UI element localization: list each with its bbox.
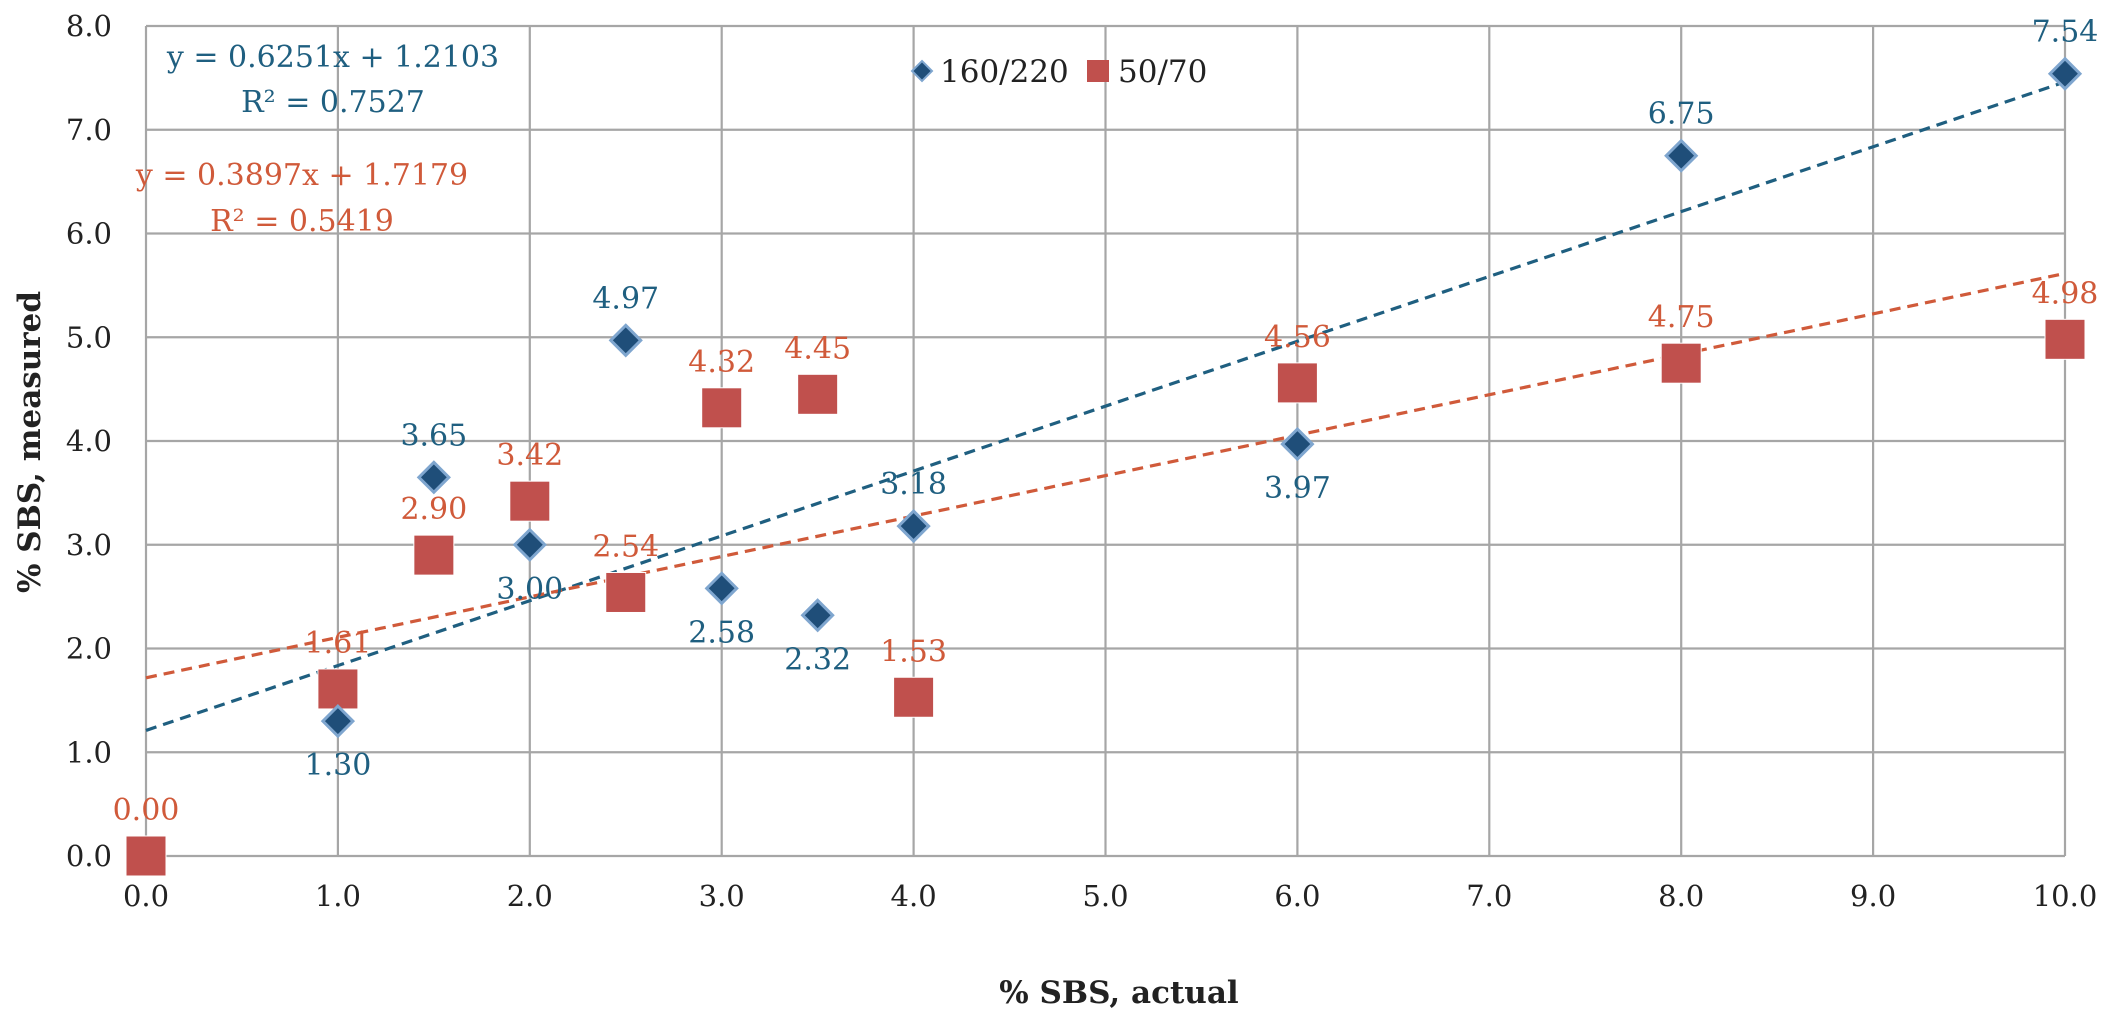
legend-label-160-220: 160/220 [940,54,1069,90]
x-tick-label: 8.0 [1658,879,1704,913]
marker-160-220 [320,704,356,739]
trendline-equations: y = 0.6251x + 1.2103 R² = 0.7527 y = 0.3… [135,40,499,239]
y-tick-label: 5.0 [66,320,112,354]
marker-50-70 [1276,362,1318,404]
marker-50-70 [2044,318,2086,360]
x-tick-label: 2.0 [507,879,553,913]
legend-marker-50-70 [1087,60,1109,82]
x-tick-label: 5.0 [1082,879,1128,913]
marker-50-70 [509,480,551,522]
data-label-50-70: 2.54 [592,529,659,564]
data-label-160-220: 2.58 [688,615,755,650]
trendline-50-70-r2: R² = 0.5419 [210,204,394,239]
marker-160-220 [800,598,835,633]
x-tick-label: 1.0 [315,879,361,913]
data-label-50-70: 0.00 [113,793,180,828]
y-tick-label: 2.0 [66,632,112,666]
marker-50-70 [413,534,455,576]
y-tick-label: 6.0 [66,217,112,251]
marker-160-220 [608,323,643,358]
marker-50-70 [893,676,935,718]
trendline-50-70-equation: y = 0.3897x + 1.7179 [135,158,468,193]
marker-160-220 [704,571,739,606]
x-tick-label: 4.0 [891,879,937,913]
data-labels: 1.30 3.65 3.00 4.97 2.58 2.32 3.18 3.97 6.75 7.54… [113,15,2099,828]
data-label-50-70: 4.75 [1648,300,1715,335]
data-label-50-70: 4.32 [688,345,755,380]
x-tick-label: 9.0 [1850,879,1896,913]
trendline-160-220-equation: y = 0.6251x + 1.2103 [166,40,499,75]
data-label-160-220: 7.54 [2032,15,2099,50]
marker-50-70 [797,373,839,415]
marker-160-220 [416,460,451,495]
legend-marker-160-220 [910,59,934,83]
y-axis-title: % SBS, measured [12,291,48,593]
marker-160-220 [1280,426,1315,462]
y-tick-label: 7.0 [66,113,112,147]
x-tick-label: 0.0 [123,879,169,913]
marker-50-70 [605,571,647,613]
y-axis-tick-labels: 0.0 1.0 2.0 3.0 4.0 5.0 6.0 7.0 8.0 [66,9,112,873]
data-markers [125,56,2086,877]
data-label-160-220: 3.97 [1264,471,1331,506]
x-tick-label: 6.0 [1274,879,1320,913]
data-label-50-70: 2.90 [400,492,467,527]
gridlines [144,24,2067,858]
data-label-160-220: 2.32 [784,642,851,677]
marker-50-70 [317,668,359,710]
marker-50-70 [701,387,743,429]
marker-160-220 [1664,138,1699,173]
data-label-50-70: 4.45 [784,331,851,366]
trendline-160-220 [145,80,2066,732]
x-axis-tick-labels: 0.0 1.0 2.0 3.0 4.0 5.0 6.0 7.0 8.0 9.0 10.0 [123,879,2097,913]
trendline-160-220-r2: R² = 0.7527 [241,85,425,120]
data-label-160-220: 6.75 [1648,97,1715,132]
trendlines [145,80,2066,732]
marker-160-220 [2047,56,2083,91]
marker-160-220 [896,508,931,544]
data-label-50-70: 1.53 [880,634,947,669]
data-label-50-70: 1.61 [305,626,372,661]
data-label-50-70: 4.56 [1264,320,1331,355]
y-tick-label: 8.0 [66,9,112,43]
trendline-50-70 [145,271,2066,680]
marker-160-220 [512,527,547,562]
y-tick-label: 3.0 [66,528,112,562]
data-label-160-220: 3.65 [400,418,467,453]
x-tick-label: 3.0 [699,879,745,913]
y-tick-label: 4.0 [66,424,112,458]
legend-label-50-70: 50/70 [1118,54,1207,90]
x-tick-label: 10.0 [2033,879,2098,913]
x-axis-title: % SBS, actual [999,975,1238,1011]
data-label-160-220: 4.97 [592,281,659,316]
data-label-50-70: 3.42 [496,438,563,473]
legend: 160/220 50/70 [910,54,1207,90]
y-tick-label: 1.0 [66,735,112,769]
marker-50-70 [1660,342,1702,384]
x-tick-label: 7.0 [1466,879,1512,913]
y-tick-label: 0.0 [66,839,112,873]
data-label-160-220: 3.18 [880,467,947,502]
data-label-160-220: 3.00 [496,572,563,607]
data-label-160-220: 1.30 [305,748,372,783]
data-label-50-70: 4.98 [2032,276,2099,311]
marker-50-70 [125,835,167,877]
